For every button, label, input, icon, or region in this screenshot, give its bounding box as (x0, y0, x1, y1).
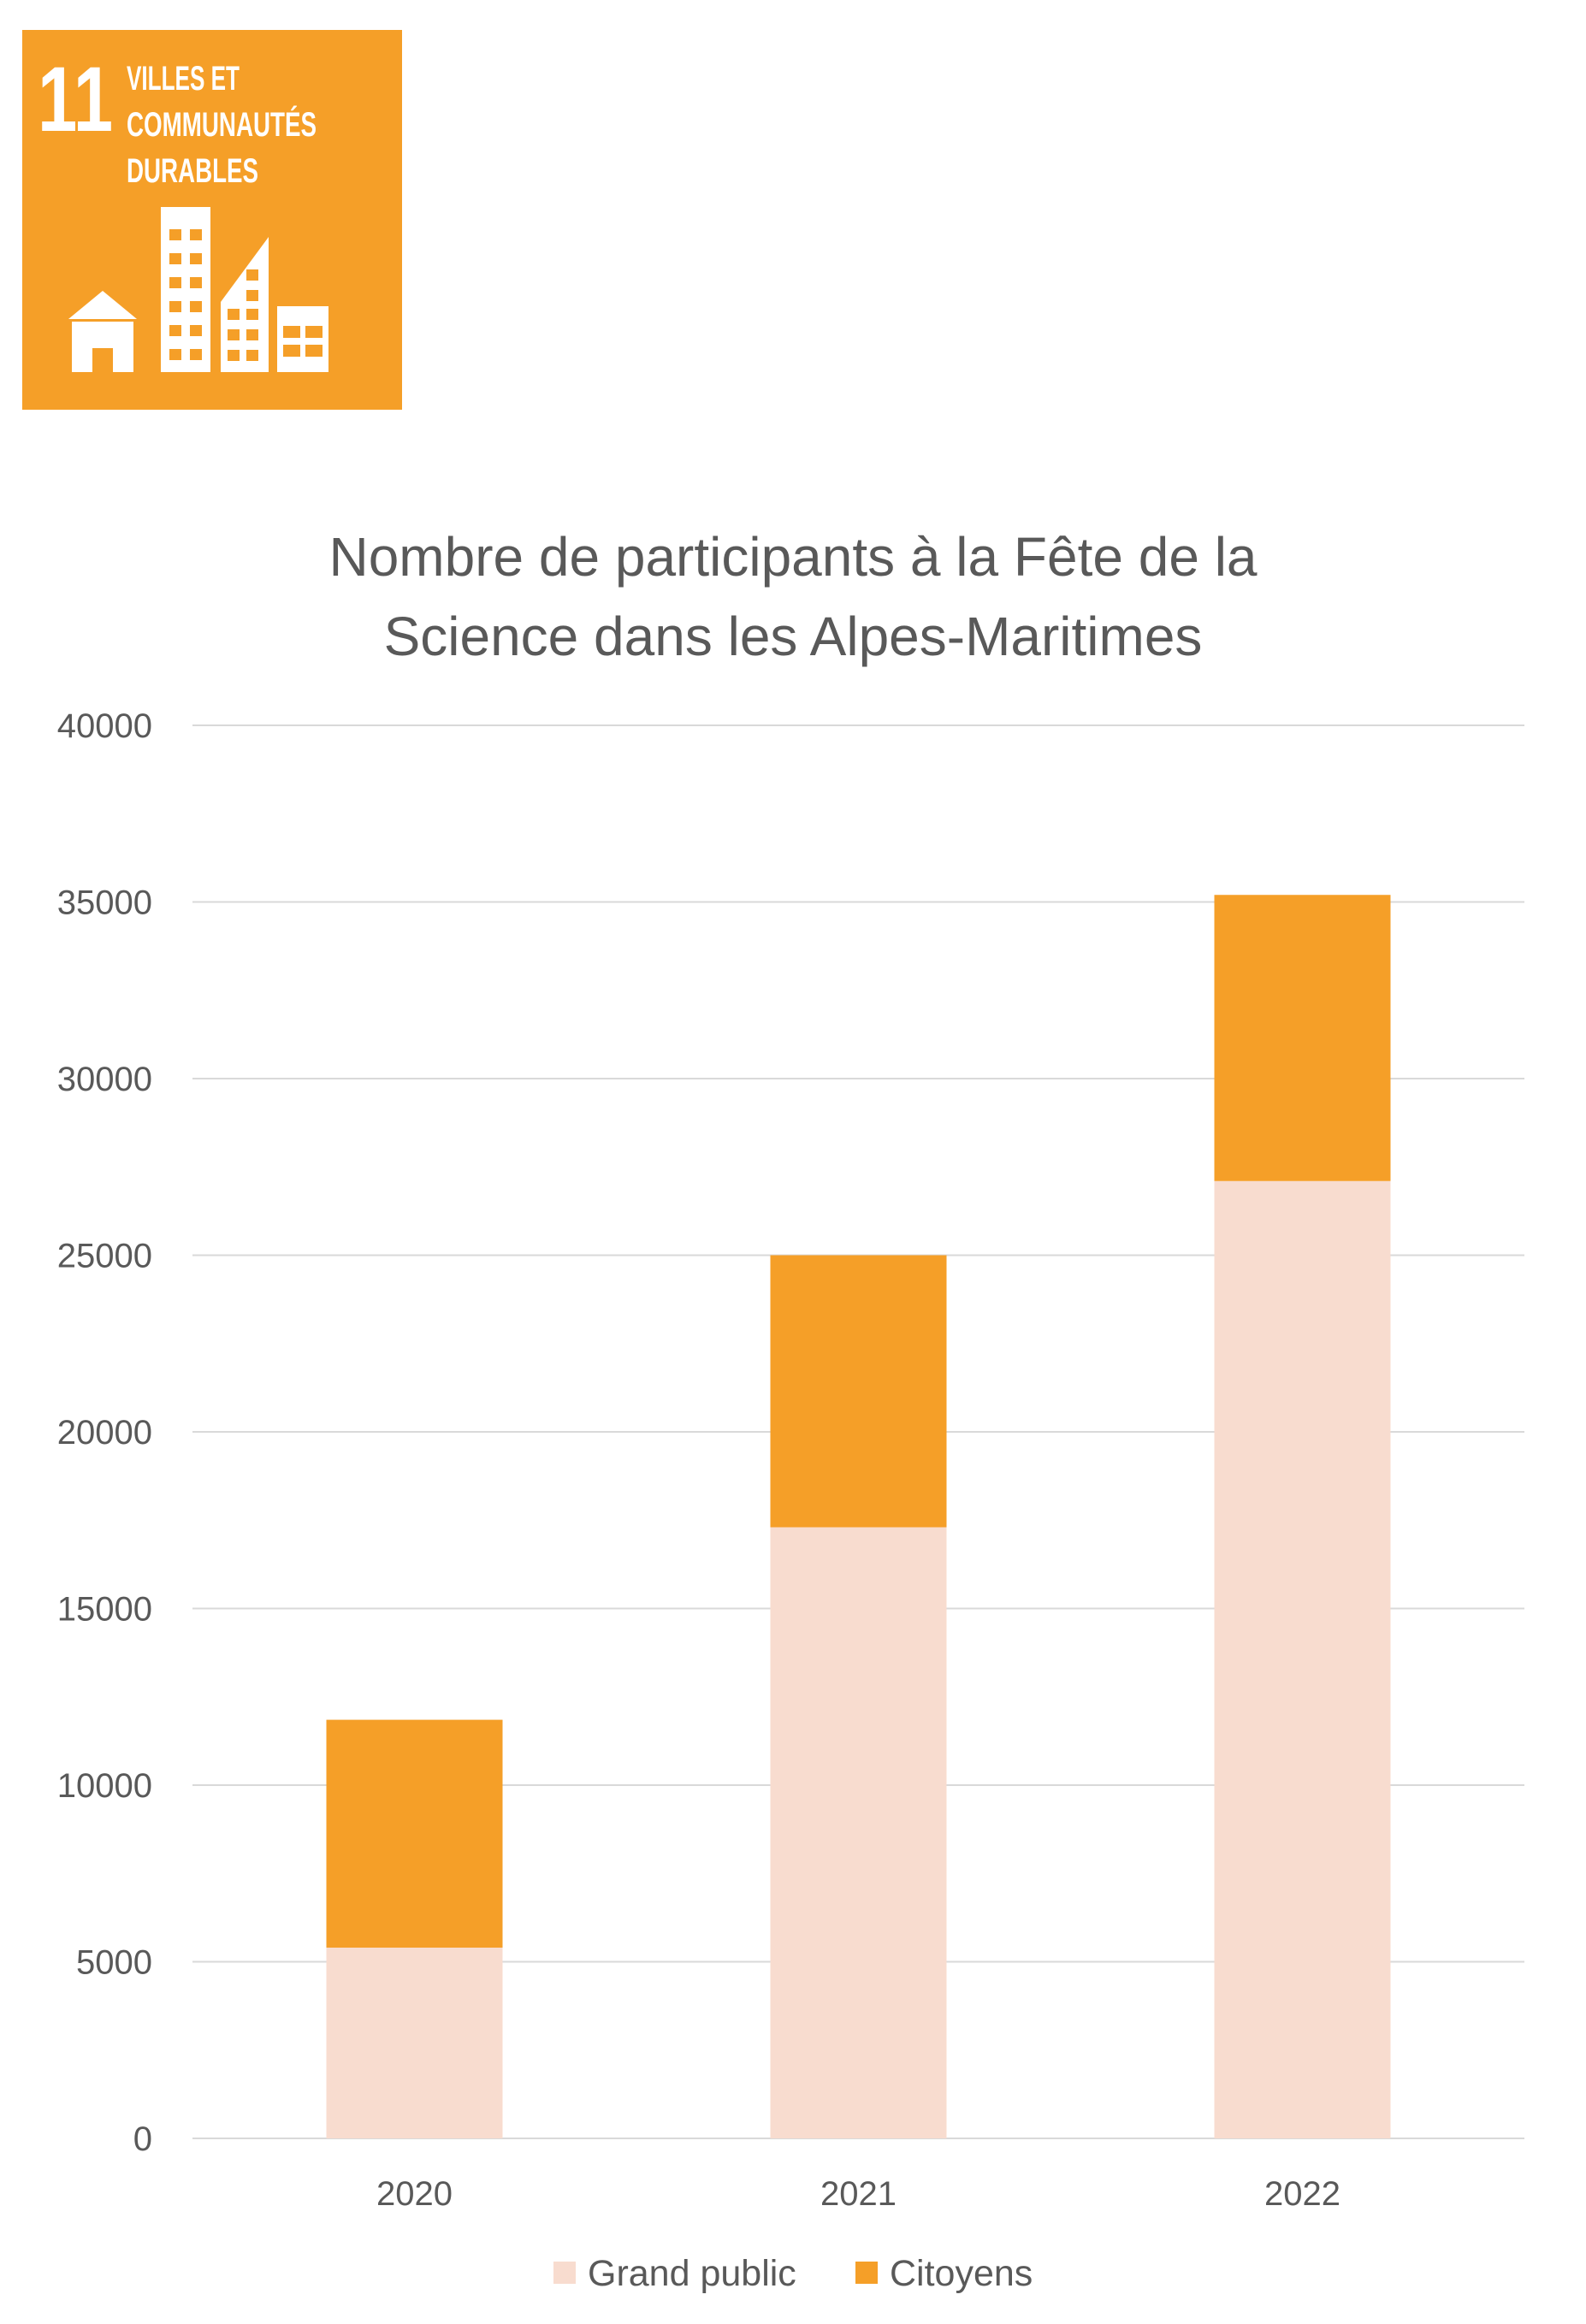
badge-text-line-3: DURABLES (127, 152, 258, 190)
legend: Grand public Citoyens (553, 2253, 1033, 2294)
y-tick-label: 30000 (57, 1061, 152, 1098)
y-tick-label: 20000 (57, 1414, 152, 1452)
bar-citoyens-2021 (770, 1255, 947, 1528)
chart-title-line-1: Nombre de participants à la Fête de la (328, 526, 1257, 588)
y-tick-label: 5000 (76, 1944, 152, 1982)
bar-citoyens-2022 (1214, 895, 1391, 1181)
bar-grand-public-2021 (770, 1527, 947, 2138)
y-tick-label: 15000 (57, 1591, 152, 1629)
chart-title-line-2: Science dans les Alpes-Maritimes (384, 606, 1203, 667)
badge-text-line-1: VILLES ET (127, 60, 240, 98)
y-tick-label: 0 (133, 2120, 152, 2158)
bar-citoyens-2020 (326, 1719, 503, 1948)
y-tick-label: 10000 (57, 1767, 152, 1805)
badge-number: 11 (38, 47, 113, 151)
bar-grand-public-2020 (326, 1947, 503, 2138)
legend-label-citoyens: Citoyens (890, 2253, 1033, 2294)
x-tick-label: 2022 (1264, 2175, 1340, 2213)
y-axis-tick-labels: 0 5000 10000 15000 20000 25000 30000 35000 40000 (57, 707, 152, 2158)
legend-label-grand-public: Grand public (588, 2253, 796, 2294)
bars (326, 895, 1391, 2138)
sdg-11-badge: 11 VILLES ET COMMUNAUTÉS DURABLES (22, 30, 402, 410)
x-tick-label: 2020 (376, 2175, 453, 2213)
x-tick-label: 2021 (820, 2175, 897, 2213)
legend-swatch-citoyens (855, 2262, 878, 2284)
bar-grand-public-2022 (1214, 1180, 1391, 2138)
y-tick-label: 40000 (57, 707, 152, 745)
y-tick-label: 35000 (57, 884, 152, 922)
x-axis-tick-labels: 2020 2021 2022 (376, 2175, 1340, 2213)
badge-text-line-2: COMMUNAUTÉS (127, 105, 317, 144)
y-tick-label: 25000 (57, 1238, 152, 1275)
city-buildings-icon (68, 207, 328, 372)
legend-swatch-grand-public (553, 2262, 576, 2284)
